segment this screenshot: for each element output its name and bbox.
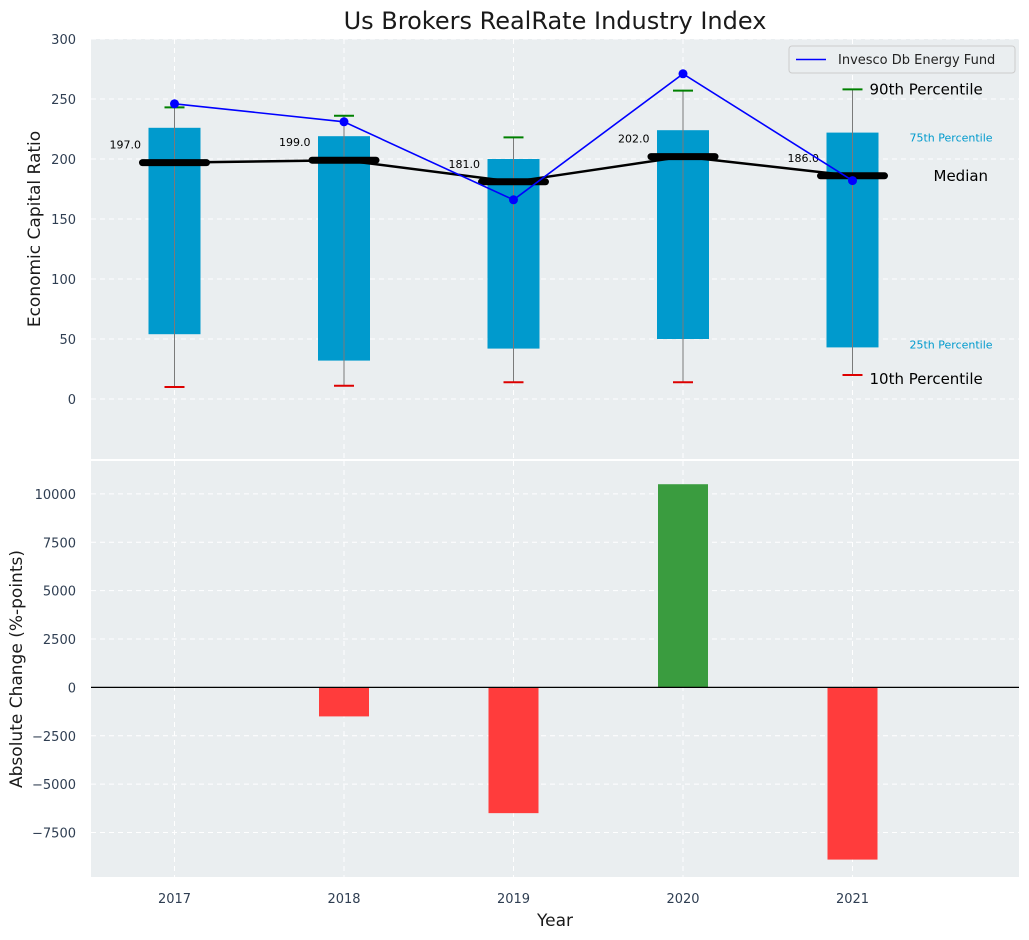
bottom-y-tick-label: 0	[68, 681, 76, 696]
x-tick-label: 2018	[327, 892, 360, 907]
bottom-y-tick-label: 2500	[43, 633, 76, 648]
fund-point	[678, 69, 688, 79]
change-bar	[827, 687, 878, 860]
median-value-label: 197.0	[110, 139, 142, 152]
bottom-panel-background	[91, 461, 1019, 877]
x-tick-label: 2019	[497, 892, 530, 907]
bottom-y-axis-label: Absolute Change (%-points)	[7, 550, 27, 788]
fund-point	[848, 176, 857, 186]
change-bar	[658, 484, 708, 688]
bottom-y-tick-label: 7500	[43, 536, 76, 551]
top-y-tick-label: 200	[51, 153, 76, 168]
fund-point	[339, 117, 349, 127]
top-y-tick-label: 150	[51, 213, 76, 228]
change-bar	[319, 687, 369, 717]
x-tick-label: 2021	[836, 892, 869, 907]
median-value-label: 181.0	[449, 158, 481, 171]
change-bar	[488, 687, 539, 814]
bottom-y-tick-label: −7500	[32, 826, 76, 841]
top-y-tick-label: 50	[59, 333, 76, 348]
median-value-label: 202.0	[618, 133, 650, 146]
median-value-label: 186.0	[788, 152, 820, 165]
top-y-tick-label: 0	[68, 393, 76, 408]
top-y-tick-label: 300	[51, 33, 76, 48]
annotation-median: Median	[934, 167, 989, 185]
annotation-p75: 75th Percentile	[910, 132, 993, 145]
annotation-p25: 25th Percentile	[910, 338, 993, 351]
median-value-label: 199.0	[279, 136, 311, 149]
bottom-y-tick-label: −5000	[32, 778, 76, 793]
annotation-p90: 90th Percentile	[870, 80, 983, 98]
x-tick-label: 2020	[666, 892, 699, 907]
x-axis-label: Year	[536, 911, 573, 931]
bottom-y-tick-label: 10000	[35, 488, 76, 503]
fund-point	[509, 195, 518, 205]
fund-point	[170, 99, 179, 109]
x-tick-label: 2017	[158, 892, 191, 907]
top-y-axis-label: Economic Capital Ratio	[25, 131, 45, 327]
chart-title: Us Brokers RealRate Industry Index	[344, 7, 767, 35]
legend-box	[788, 45, 1016, 74]
annotation-p10: 10th Percentile	[870, 370, 983, 388]
top-y-tick-label: 100	[51, 273, 76, 288]
bottom-y-tick-label: 5000	[43, 585, 76, 600]
bottom-y-tick-label: −2500	[32, 730, 76, 745]
legend-label: Invesco Db Energy Fund	[838, 53, 995, 68]
top-panel-background	[91, 39, 1019, 459]
top-y-tick-label: 250	[51, 93, 76, 108]
